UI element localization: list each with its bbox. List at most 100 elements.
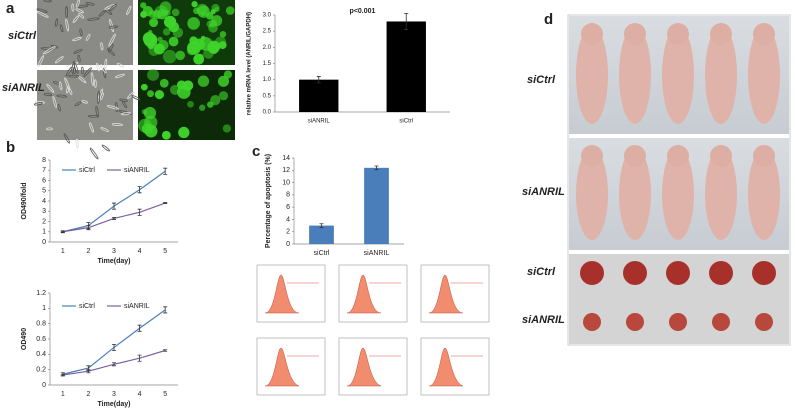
cell [52,81,61,85]
cell-glow [143,106,157,120]
x-tick-label: 1 [61,391,65,398]
tumor [709,261,733,285]
cell-glow [168,36,179,47]
cell-glow [165,10,171,16]
cell [131,95,141,101]
mouse [748,26,780,124]
mouse-head [624,145,646,167]
mouse [705,26,737,124]
x-tick-label: siCtrl [314,250,330,257]
cell [50,44,59,49]
error-bar [316,76,321,84]
x-tick-label: 2 [86,248,90,255]
cell-glow [211,15,223,27]
mouse-head [667,23,689,45]
cell [108,33,116,47]
cell [59,24,64,33]
cell [43,93,53,97]
error-bar [112,362,116,367]
y-tick-label: 3.0 [263,13,272,19]
error-bar [374,165,379,171]
cell [64,77,71,91]
y-axis-label: relative mRNA level (ANRIL/GAPDH) [247,12,253,115]
cell [87,17,100,21]
x-axis-label: Time(day) [98,258,131,265]
error-bar [319,223,324,228]
y-tick-label: 2.5 [263,29,272,35]
mouse [748,148,780,240]
cell [109,18,114,33]
cell-glow [187,17,200,30]
mouse-head [667,145,689,167]
cell-glow [149,18,159,28]
cell [75,8,84,14]
cell-glow [219,31,227,38]
cell [90,72,94,86]
row-label: siCtrl [527,266,556,278]
cell [77,54,81,63]
row-label: siCtrl [527,74,556,86]
cell-glow [199,104,206,111]
cell-glow [141,109,148,115]
tumor [666,261,690,285]
y-tick-label: 8 [42,157,46,164]
error-bar [137,354,142,362]
cell [46,127,53,131]
cell [80,66,84,75]
x-tick-label: siANRIL [308,119,331,125]
histogram-peak [428,274,464,314]
error-bar [163,202,168,204]
x-tick-label: 2 [86,391,90,398]
cell-glow [147,42,155,50]
error-bar [112,202,116,210]
row-label: siCtrl [8,30,37,42]
legend-label: siANRIL [124,167,150,174]
y-tick-label: 0 [286,241,290,248]
cell-glow [193,53,205,65]
error-bar [60,230,65,233]
cell-glow [186,45,197,56]
tumor [755,313,773,331]
y-tick-label: 0.5 [263,93,272,99]
mouse [662,26,694,124]
y-tick-label: 1.5 [263,61,272,67]
error-bar [137,208,142,216]
cell [101,144,110,152]
error-bar [163,167,168,175]
bar [364,167,389,244]
mouse [619,148,651,240]
cell [116,62,124,68]
error-bar [112,343,116,351]
cell [126,5,132,15]
cell-glow [154,89,165,100]
cell-glow [162,28,171,36]
cell-glow [178,126,190,139]
mouse [576,26,608,124]
panel-label: a [6,0,15,17]
cell-glow [159,78,169,88]
histogram-peak [346,274,382,314]
histogram-frame [338,264,408,323]
cell [36,11,49,18]
mouse-head [581,145,603,167]
cell [89,147,99,160]
micrograph [37,0,133,65]
bar [299,79,339,112]
cell-glow [170,84,181,96]
cell-glow [217,75,230,87]
cell [34,100,46,104]
y-tick-label: 6 [286,204,290,211]
cell-glow [191,1,198,8]
panel-label: d [544,11,553,28]
images [33,0,791,396]
cell [85,33,91,41]
panel-label: c [252,143,260,160]
y-tick-label: 12 [282,167,290,174]
cell [55,18,59,27]
cell-glow [144,124,158,138]
cell-glow [223,70,233,79]
histogram-frame [256,337,326,396]
cell [107,48,116,56]
cell [97,90,101,104]
